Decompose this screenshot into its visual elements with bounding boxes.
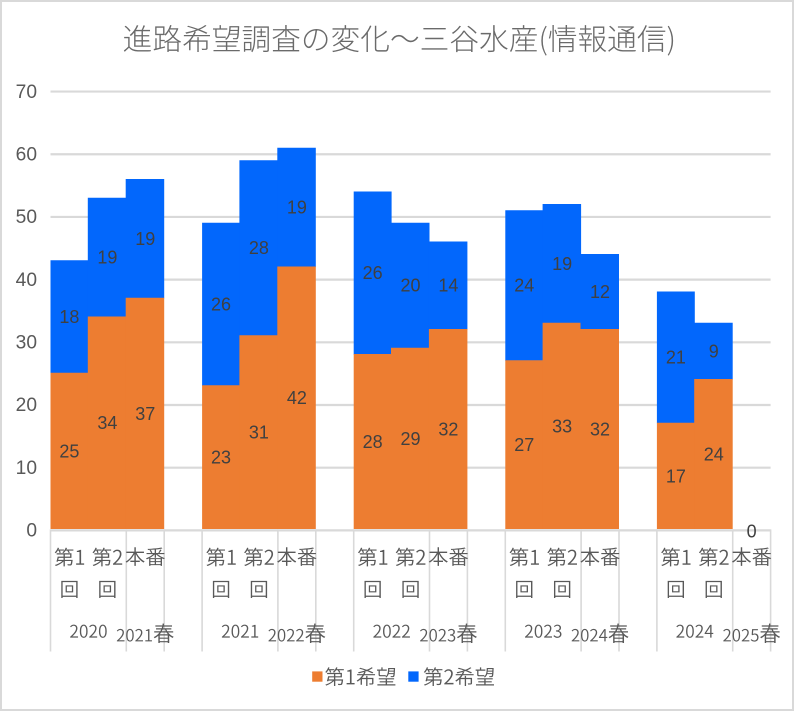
svg-text:20: 20	[401, 276, 421, 296]
svg-text:19: 19	[135, 229, 155, 249]
svg-text:0: 0	[747, 521, 757, 541]
svg-text:50: 50	[16, 207, 37, 228]
svg-text:60: 60	[16, 144, 37, 165]
svg-text:10: 10	[16, 458, 37, 479]
svg-text:25: 25	[59, 441, 79, 461]
svg-text:0: 0	[26, 521, 37, 542]
svg-text:30: 30	[16, 333, 37, 354]
svg-text:24: 24	[704, 444, 724, 464]
svg-text:37: 37	[135, 404, 155, 424]
svg-text:70: 70	[16, 82, 37, 103]
svg-text:28: 28	[363, 432, 383, 452]
svg-text:26: 26	[363, 263, 383, 283]
svg-text:9: 9	[709, 341, 719, 361]
svg-text:42: 42	[287, 388, 307, 408]
svg-text:33: 33	[552, 416, 572, 436]
svg-text:27: 27	[514, 435, 534, 455]
svg-text:24: 24	[514, 276, 534, 296]
svg-text:26: 26	[211, 294, 231, 314]
svg-text:40: 40	[16, 270, 37, 291]
svg-text:28: 28	[249, 238, 269, 258]
svg-text:19: 19	[552, 254, 572, 274]
svg-text:23: 23	[211, 448, 231, 468]
svg-text:20: 20	[16, 395, 37, 416]
svg-text:17: 17	[666, 466, 686, 486]
svg-text:32: 32	[590, 419, 610, 439]
svg-text:18: 18	[59, 307, 79, 327]
svg-text:19: 19	[287, 198, 307, 218]
svg-text:32: 32	[438, 419, 458, 439]
svg-text:12: 12	[590, 282, 610, 302]
svg-text:34: 34	[97, 413, 117, 433]
svg-text:29: 29	[401, 429, 421, 449]
svg-text:14: 14	[438, 276, 458, 296]
svg-text:19: 19	[97, 248, 117, 268]
svg-text:31: 31	[249, 423, 269, 443]
svg-text:21: 21	[666, 348, 686, 368]
